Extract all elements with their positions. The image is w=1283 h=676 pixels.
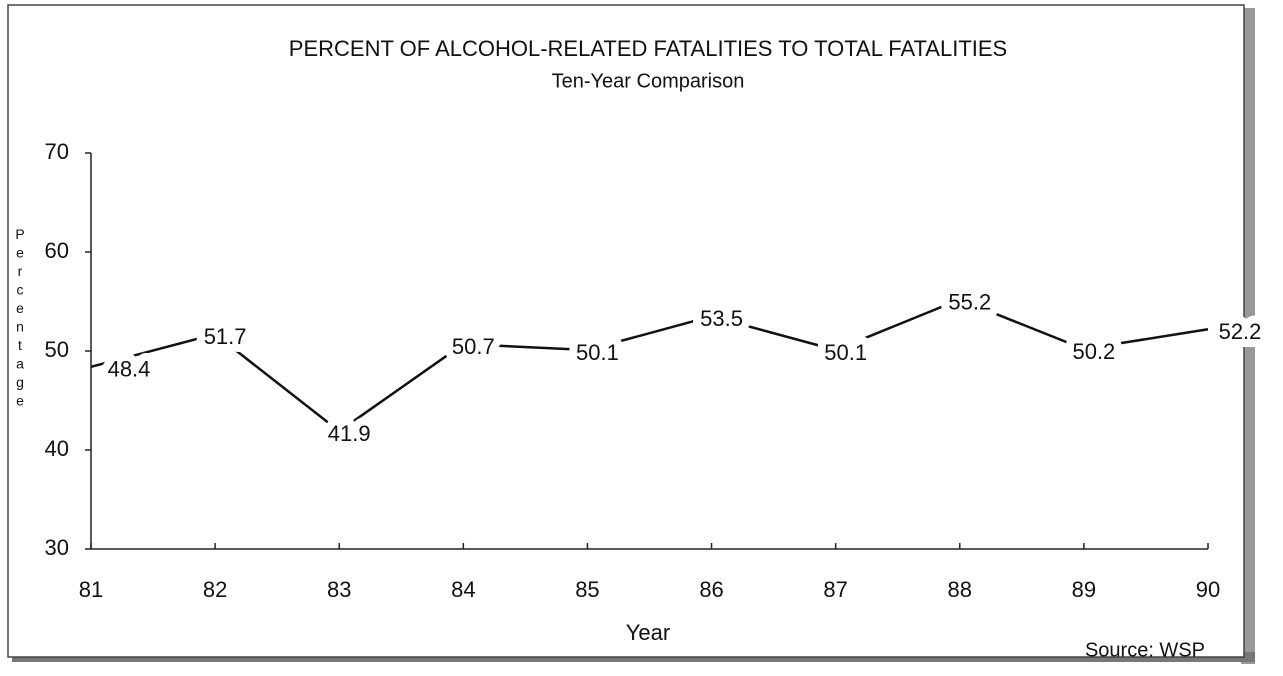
x-tick-label: 85 — [575, 577, 599, 602]
data-label: 53.5 — [700, 306, 743, 331]
x-tick-label: 87 — [823, 577, 847, 602]
data-label: 55.2 — [948, 289, 991, 314]
x-tick-label: 83 — [327, 577, 351, 602]
x-tick-label: 89 — [1072, 577, 1096, 602]
y-tick-label: 50 — [45, 337, 69, 362]
data-label: 50.2 — [1072, 339, 1115, 364]
source: Source: WSP — [1085, 639, 1205, 661]
x-tick-label: 82 — [203, 577, 227, 602]
data-label: 41.9 — [328, 421, 371, 446]
y-tick-label: 70 — [45, 139, 69, 164]
x-tick-label: 90 — [1196, 577, 1220, 602]
data-label: 50.1 — [576, 340, 619, 365]
chart-title: PERCENT OF ALCOHOL-RELATED FATALITIES TO… — [289, 36, 1007, 61]
data-label: 52.2 — [1219, 319, 1262, 344]
data-line — [90, 298, 1209, 433]
x-tick-label: 88 — [948, 577, 972, 602]
data-label: 51.7 — [204, 324, 247, 349]
y-tick-label: 30 — [45, 535, 69, 560]
x-tick-label: 86 — [699, 577, 723, 602]
data-label: 48.4 — [108, 357, 151, 382]
chart-subtitle: Ten-Year Comparison — [552, 70, 745, 92]
frame — [7, 4, 1245, 658]
y-tick-label: 60 — [45, 238, 69, 263]
x-tick-label: 81 — [79, 577, 103, 602]
data-label: 50.1 — [824, 340, 867, 365]
x-axis-label: Year — [626, 620, 670, 645]
y-tick-label: 40 — [45, 436, 69, 461]
data-label: 50.7 — [452, 334, 495, 359]
x-tick-label: 84 — [451, 577, 475, 602]
